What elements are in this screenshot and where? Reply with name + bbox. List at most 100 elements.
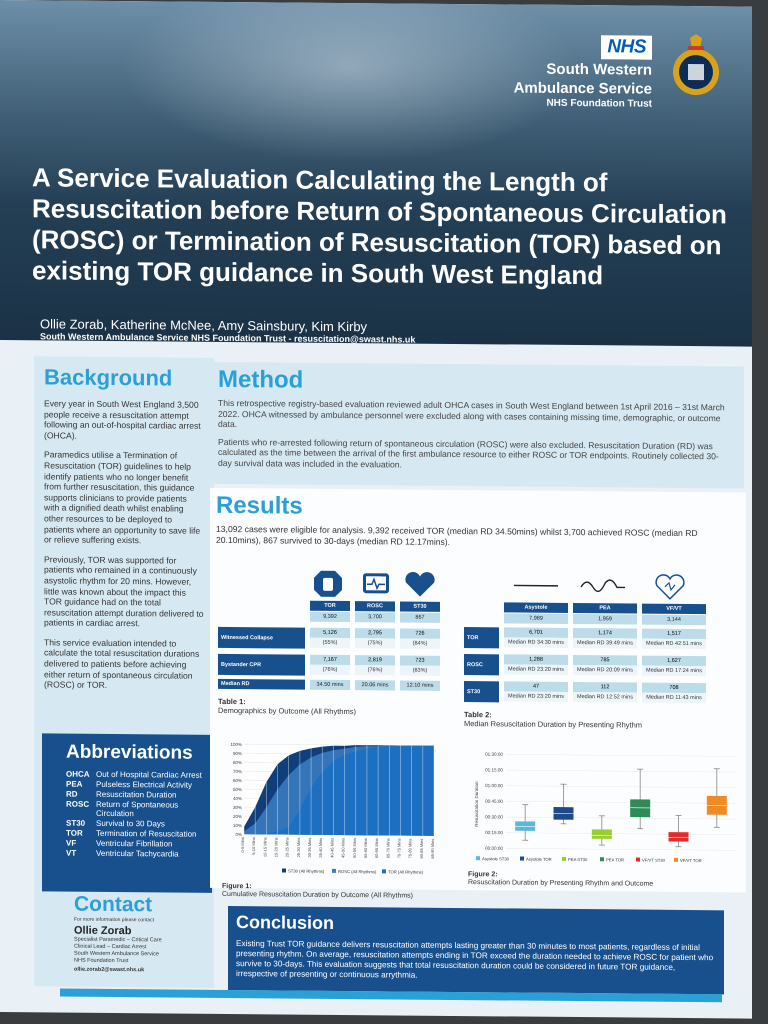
nhs-brand: NHS South Western Ambulance Service NHS …	[514, 34, 652, 110]
table1-caption-label: Table 1:	[218, 696, 246, 707]
t2-cell: 1,174	[573, 628, 637, 639]
y-tick-label: 01:15:00	[485, 767, 503, 772]
legend-swatch	[636, 857, 640, 862]
t1-median: 20.06 mins	[355, 680, 395, 691]
background-p1: Every year in South West England 3,500 p…	[44, 398, 201, 441]
conclusion-section: Conclusion Existing Trust TOR guidance d…	[228, 905, 724, 995]
results-section: Results 13,092 cases were eligible for a…	[210, 487, 746, 900]
y-tick-label: 40%	[233, 796, 242, 801]
legend-label: ST30 (All Rhythms)	[288, 869, 325, 874]
flatline-icon	[514, 584, 558, 587]
x-tick-label: 70-75 Mins	[396, 838, 401, 858]
x-tick-label: 0-5 Mins	[240, 837, 245, 852]
abbr-value: Ventricular Fibrillation	[96, 838, 173, 849]
x-tick-label: 65-70 Mins	[385, 838, 390, 858]
legend-label: Asystole TOR	[526, 857, 552, 862]
t2-cell-median: Median RD 17:24 mins	[642, 665, 706, 677]
method-title: Method	[218, 365, 304, 394]
poster: NHS South Western Ambulance Service NHS …	[0, 0, 752, 1019]
abbr-row: RD Resuscitation Duration	[66, 790, 212, 800]
t1-cell-pct: (76%)	[355, 665, 395, 676]
conclusion-text: Existing Trust TOR guidance delivers res…	[236, 939, 714, 980]
legend-label: VF/VT TOR	[680, 858, 702, 863]
figure2-caption: Figure 2: Resuscitation Duration by Pres…	[468, 871, 742, 889]
poster-title: A Service Evaluation Calculating the Len…	[32, 162, 727, 291]
gridline	[506, 832, 736, 836]
pea-waveform-icon	[580, 579, 625, 593]
t1-median-label: Median RD	[218, 678, 305, 690]
abbr-value: Out of Hospital Cardiac Arrest	[96, 769, 202, 780]
figure2: Resuscitation Duration 00:00:00 00:15:00 00…	[468, 746, 742, 890]
t1-row-label: Bystander CPR	[218, 653, 305, 676]
contact-intro: For more information please contact	[74, 916, 155, 924]
y-tick-label: 10%	[233, 823, 242, 828]
box-4	[630, 799, 651, 818]
method-p1: This retrospective registry-based evalua…	[218, 397, 725, 430]
abbr-row: ROSC Return of Spontaneous Circulation	[66, 800, 212, 819]
box-3	[591, 829, 612, 839]
t1-total-rosc: 3,700	[355, 612, 395, 623]
conclusion-title: Conclusion	[236, 912, 334, 933]
x-tick-label: 80-85 Mins	[419, 839, 424, 859]
background-title: Background	[44, 364, 173, 391]
legend-swatch	[674, 857, 678, 862]
t2-row-label: ROSC	[464, 654, 499, 676]
x-tick-label: 55-60 Mins	[363, 838, 368, 858]
x-tick-label: 35-40 Mins	[318, 838, 323, 858]
t2-row-label: TOR	[464, 627, 499, 649]
table1-caption-text: Demographics by Outcome (All Rhythms)	[218, 705, 356, 717]
gridline	[506, 785, 736, 789]
t1-cell-pct: (76%)	[310, 664, 350, 676]
contact-email[interactable]: ollie.zorab2@swast.nhs.uk	[74, 966, 145, 974]
t1-cell: 7,167	[310, 654, 350, 666]
x-tick-label: 50-55 Mins	[352, 838, 357, 858]
y-tick-label: 80%	[233, 760, 242, 765]
t1-total-tor: 9,392	[310, 611, 350, 623]
figure2-caption-label: Figure 2:	[468, 871, 498, 879]
figure1: 0% 10% 20% 30% 40% 50% 60% 70% 80% 90% 100% 0-5 Min…	[222, 738, 448, 900]
figure1-caption: Figure 1: Cumulative Resuscitation Durat…	[222, 883, 448, 901]
y-tick-label: 00:00:00	[485, 846, 503, 851]
contact-title: Contact	[74, 892, 153, 917]
x-tick-label: 30-35 Mins	[307, 838, 312, 858]
y-tick-label: 00:45:00	[485, 799, 503, 804]
t2-header-asystole: Asystole	[504, 602, 568, 613]
t2-header-pea: PEA	[573, 603, 637, 614]
gridline	[506, 816, 736, 820]
t2-row-label: ST30	[464, 681, 499, 703]
org-name-line1: South Western	[546, 60, 652, 79]
table1-caption: Table 1: Demographics by Outcome (All Rh…	[218, 697, 448, 717]
crest-icon	[673, 34, 719, 96]
t1-cell: 2,795	[355, 628, 395, 639]
t2-total: 1,959	[573, 614, 637, 625]
t1-cell-pct: (75%)	[355, 638, 395, 649]
y-axis-label: Resuscitation Duration	[474, 781, 479, 827]
method-p2: Patients who re-arrested following retur…	[218, 436, 719, 470]
t2-cell-median: Median RD 20:09 mins	[573, 665, 637, 676]
t1-row-label: Witnessed Collapse	[218, 626, 305, 649]
t1-header-st30: ST30	[400, 601, 440, 612]
y-tick-label: 00:30:00	[485, 814, 503, 819]
y-tick-label: 01:30:00	[485, 752, 503, 757]
figure2-caption-text: Resuscitation Duration by Presenting Rhy…	[468, 879, 654, 888]
legend-label: VF/VT ST30	[642, 858, 666, 863]
t1-cell: 2,819	[355, 655, 395, 666]
t1-cell-pct: (83%)	[400, 665, 440, 676]
abbr-value: Survival to 30 Days	[96, 818, 165, 829]
abbr-row: VF Ventricular Fibrillation	[66, 839, 212, 849]
table1: TOR ROSC ST30 9,392 3,700 867 Witnessed …	[218, 568, 448, 717]
legend-label: ROSC (All Rhythms)	[338, 869, 377, 874]
abbr-value: Ventricular Tachycardia	[96, 848, 179, 859]
t2-cell-median: Median RD 34:30 mins	[504, 637, 568, 648]
x-tick-label: 20-25 Mins	[285, 837, 290, 857]
table2-caption: Table 2: Median Resuscitation Duration b…	[464, 710, 744, 730]
figure1-caption-text: Cumulative Resuscitation Duration by Out…	[222, 890, 414, 900]
t2-cell: 1,517	[642, 628, 706, 640]
stop-hand-icon	[314, 570, 342, 597]
abbr-row: TOR Termination of Resuscitation	[66, 829, 212, 839]
gridline	[506, 769, 736, 773]
t2-cell-median: Median RD 23:20 mins	[504, 691, 568, 702]
y-tick-label: 20%	[233, 814, 242, 819]
t1-cell-pct: (84%)	[400, 638, 440, 649]
t1-total-st30: 867	[400, 612, 440, 623]
